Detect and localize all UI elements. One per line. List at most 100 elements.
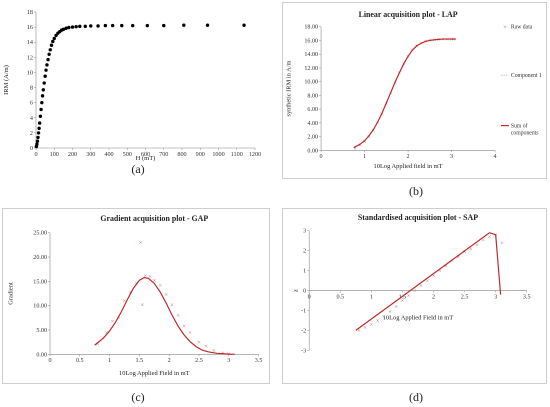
chart-d-x-axis-label: 10Log Applied Field in mT [383, 315, 454, 322]
chart-a-x-tick-label: 1200 [249, 151, 261, 158]
chart-a-y-tick-label: 10 [27, 69, 33, 76]
chart-a-point [78, 24, 82, 29]
chart-d-raw-point [400, 299, 404, 302]
chart-a-point [145, 23, 150, 28]
chart-c-raw-point [111, 319, 115, 323]
chart-c-raw-point [204, 344, 208, 348]
chart-a-point [42, 81, 46, 85]
chart-c-x-tick-label: 1.5 [136, 358, 144, 364]
chart-c-y-tick-label: 10.00 [33, 304, 47, 310]
chart-a-x-tick-label: 800 [177, 151, 186, 158]
chart-a-point [36, 135, 40, 140]
chart-b-y-tick-label: 2.00 [307, 135, 318, 141]
chart-c-raw-point [123, 299, 126, 303]
chart-b-legend-marker [503, 25, 507, 29]
chart-a-point [205, 23, 210, 27]
chart-d-raw-point [407, 294, 411, 298]
chart-b-y-tick-label: 10.00 [304, 80, 318, 86]
chart-a-point [61, 27, 66, 32]
chart-a-x-tick-label: 900 [196, 151, 205, 158]
chart-d-raw-point [481, 238, 485, 242]
chart-d-raw-point [382, 315, 386, 318]
chart-c-y-axis-label: Gradient [7, 282, 14, 305]
chart-a-point [89, 24, 93, 28]
chart-d-x-tick-label: 1 [370, 294, 373, 300]
chart-a-x-tick-label: 0 [34, 151, 37, 158]
chart-a-y-tick-label: 16 [27, 24, 33, 31]
chart-b-y-tick-label: 0.00 [307, 148, 318, 154]
chart-b-y-tick-label: 12.00 [304, 66, 318, 72]
caption-b: (b) [409, 184, 423, 198]
chart-a-point [96, 24, 100, 28]
chart-c-raw-point [164, 293, 168, 296]
chart-a-point [44, 68, 48, 72]
chart-a-point [45, 63, 49, 67]
chart-a-y-tick-label: 2 [30, 130, 33, 137]
chart-a-x-tick-label: 200 [68, 151, 77, 158]
caption-c: (c) [131, 390, 145, 404]
chart-a-point [103, 23, 108, 28]
chart-c-raw-point [212, 348, 216, 352]
chart-d-x-tick-label: 0 [308, 294, 311, 300]
chart-b-series-line-1 [353, 38, 456, 148]
chart-b: Linear acquisition plot - LAP 0.00 2.00 4.0… [285, 10, 542, 170]
chart-b-y-tick-label: 6.00 [307, 107, 318, 113]
chart-a-point [36, 131, 41, 135]
chart-b-y-tick-label: 4.00 [307, 121, 318, 127]
panel-d: Standardised acquisition plot - SAP -3 -2 -… [282, 208, 547, 384]
chart-b-legend-label: components [511, 130, 539, 136]
chart-b-y-tick-label: 14.00 [304, 52, 318, 58]
chart-a-x-tick-label: 700 [159, 151, 168, 158]
chart-a-y-axis-label: IRM (A/m) [3, 65, 10, 95]
chart-a-point [52, 36, 56, 41]
chart-c-x-tick-label: 0 [48, 358, 51, 364]
chart-c-raw-point [176, 313, 180, 317]
chart-c-y-tick-label: 25.00 [33, 231, 47, 237]
chart-d-x-tick-label: 3.5 [523, 294, 531, 300]
chart-a-point [162, 23, 166, 28]
chart-d-y-tick-label: -3 [301, 348, 306, 354]
chart-c-raw-point [158, 283, 162, 287]
chart-c-x-tick-label: 2.5 [195, 358, 203, 364]
chart-a-point [67, 25, 71, 30]
chart-c-x-tick-label: 0.5 [76, 358, 84, 364]
chart-b-title: Linear acquisition plot - LAP [359, 10, 458, 19]
chart-d-raw-point [500, 241, 504, 245]
chart-a-point [48, 48, 52, 52]
chart-b-series-line-2 [353, 38, 456, 149]
chart-d-raw-point [419, 284, 423, 288]
chart-c-x-axis-label: 10Log Applied Field in mT [119, 370, 190, 377]
chart-c-raw-point [188, 330, 192, 334]
chart-d-y-tick-label: 1 [303, 269, 306, 275]
chart-d-x-tick-label: 1.5 [399, 294, 407, 300]
chart-a-point [38, 114, 43, 118]
chart-b-legend-label: Component 1 [511, 73, 542, 79]
chart-c-x-tick-label: 3 [227, 358, 230, 364]
chart-d-y-tick-label: 3 [303, 229, 306, 235]
chart-b-x-tick-label: 1 [363, 154, 366, 160]
chart-a-point [242, 23, 246, 27]
chart-c-series-line-1 [94, 276, 235, 355]
chart-d-y-tick-label: -2 [301, 328, 306, 334]
chart-c-raw-point [170, 303, 174, 307]
chart-d-y-axis-label: z [292, 289, 299, 292]
chart-b-x-tick-label: 3 [450, 154, 453, 160]
chart-a-point [40, 94, 45, 98]
chart-b-y-tick-label: 16.00 [304, 38, 318, 44]
chart-d-series-line-1 [355, 232, 502, 331]
chart-c-y-tick-label: 15.00 [33, 279, 47, 285]
chart-d-raw-point [413, 289, 417, 293]
chart-a-point [83, 24, 87, 29]
chart-a-x-tick-label: 500 [123, 151, 132, 158]
chart-b-x-tick-label: 0 [320, 154, 323, 160]
chart-c-y-tick-label: 20.00 [33, 255, 47, 261]
chart-a-point [39, 107, 43, 112]
chart-c: Gradient acquisition plot - GAP 0.00 5.00 1… [7, 214, 262, 377]
chart-d-x-tick-label: 0.5 [336, 294, 344, 300]
chart-a-x-tick-label: 600 [141, 151, 150, 158]
chart-a-y-tick-label: 14 [27, 39, 33, 46]
chart-c-x-tick-label: 1 [108, 358, 111, 364]
chart-a-point [110, 23, 115, 28]
chart-a-point [131, 23, 135, 28]
chart-b-x-tick-label: 2 [407, 154, 410, 160]
